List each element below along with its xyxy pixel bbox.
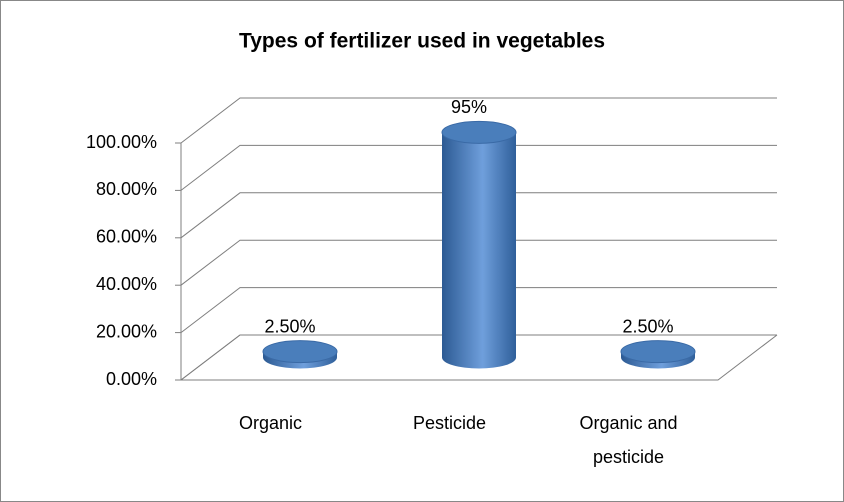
grid-line [180, 287, 777, 333]
bar-top [620, 340, 696, 364]
y-tick-label: 20.00% [96, 321, 157, 341]
bar [621, 351, 695, 369]
data-label: 95% [451, 97, 487, 117]
y-tick-label: 0.00% [106, 369, 157, 389]
bar [442, 132, 516, 369]
data-label: 2.50% [622, 316, 673, 336]
chart-title: Types of fertilizer used in vegetables [239, 30, 605, 53]
x-tick-label: Organic and pesticide [579, 413, 677, 467]
x-tick-label: Pesticide [413, 413, 486, 433]
grid-line [180, 144, 777, 191]
grid-line [180, 97, 777, 144]
data-label: 2.50% [264, 316, 315, 336]
y-tick-label: 100.00% [86, 132, 157, 152]
x-tick-label: Organic [239, 413, 302, 433]
bar-top [441, 120, 517, 144]
y-tick-label: 80.00% [96, 179, 157, 199]
bar-top [262, 340, 338, 364]
grid-line [180, 334, 777, 381]
grid-line [180, 192, 777, 239]
y-tick-label: 60.00% [96, 227, 157, 247]
bar [263, 351, 337, 369]
grid-line [180, 239, 777, 286]
y-tick-label: 40.00% [96, 274, 157, 294]
